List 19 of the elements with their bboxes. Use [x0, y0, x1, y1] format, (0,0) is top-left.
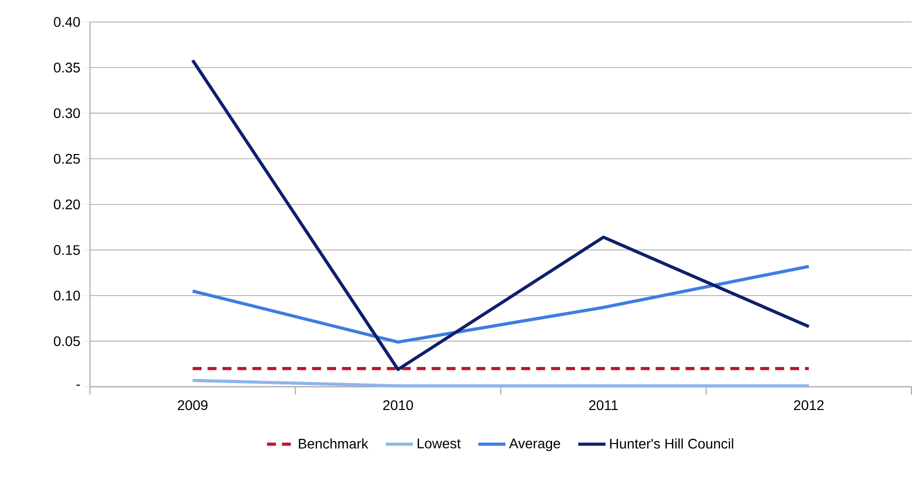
legend-label: Benchmark	[298, 438, 368, 449]
y-tick-label: 0.25	[54, 154, 80, 164]
x-tick-label: 2009	[178, 400, 208, 410]
x-tick-label: 2012	[794, 400, 824, 410]
y-tick-label: 0.10	[54, 290, 80, 301]
y-tick-label: 0.05	[54, 336, 80, 346]
line-series	[191, 264, 810, 344]
y-tick-label: 0.15	[54, 245, 80, 256]
legend-label: Lowest	[418, 438, 461, 449]
y-tick-label: 0.40	[54, 17, 80, 28]
y-tick-label: 0.20	[54, 200, 80, 210]
x-tick-label: 2011	[589, 400, 618, 410]
legend-label: Average	[509, 438, 560, 452]
x-tick-label: 2010	[383, 400, 413, 410]
legend-label: Hunter's Hill Council	[610, 438, 734, 449]
y-tick-label: -	[76, 384, 80, 386]
y-tick-label: 0.30	[54, 108, 80, 118]
line-series	[191, 58, 810, 372]
y-tick-label: 0.35	[54, 62, 80, 73]
